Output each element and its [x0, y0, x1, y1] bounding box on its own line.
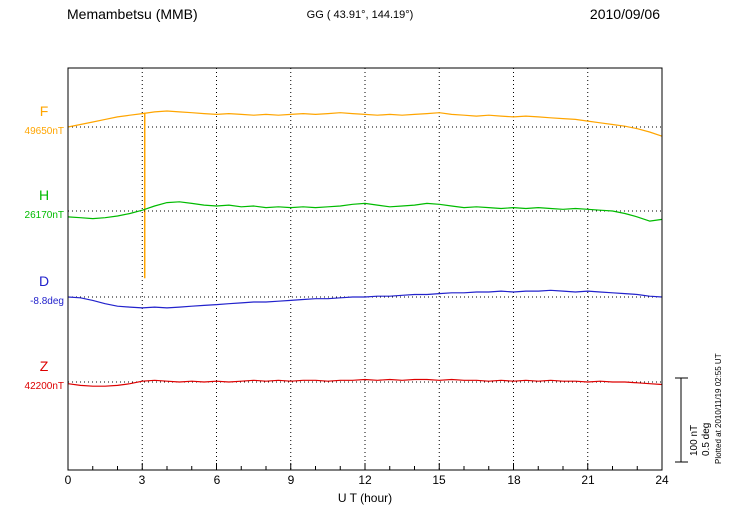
x-tick-6: 6	[213, 473, 221, 487]
geographic-coordinates-label: GG ( 43.91°, 144.19°)	[306, 9, 414, 21]
x-tick-3: 3	[138, 473, 146, 487]
plot-frame	[67, 67, 663, 471]
trace-f	[67, 110, 663, 137]
component-label-z: Z	[39, 358, 49, 374]
component-label-d: D	[38, 273, 50, 289]
baseline-value-d: -8.8deg	[30, 296, 64, 307]
x-tick-15: 15	[432, 473, 446, 487]
trace-z	[67, 378, 663, 387]
x-tick-24: 24	[655, 473, 669, 487]
trace-d	[67, 289, 663, 309]
x-tick-0: 0	[64, 473, 72, 487]
x-axis-label: U T (hour)	[337, 491, 393, 505]
x-tick-18: 18	[507, 473, 521, 487]
baseline-value-z: 42200nT	[24, 381, 64, 392]
scale-label-deg: 0.5 deg	[701, 422, 712, 456]
date-label: 2010/09/06	[589, 6, 660, 22]
x-tick-21: 21	[581, 473, 595, 487]
station-title: Memambetsu (MMB)	[67, 6, 198, 22]
baseline-value-h: 26170nT	[24, 210, 64, 221]
x-tick-9: 9	[287, 473, 295, 487]
component-label-f: F	[39, 103, 49, 119]
plotted-at-label: Plotted at 2010/11/19 02:55 UT	[714, 353, 723, 464]
x-tick-12: 12	[358, 473, 372, 487]
component-label-h: H	[38, 187, 50, 203]
scale-label-nt: 100 nT	[689, 424, 700, 456]
trace-h	[67, 201, 663, 222]
baseline-value-f: 49650nT	[24, 126, 64, 137]
